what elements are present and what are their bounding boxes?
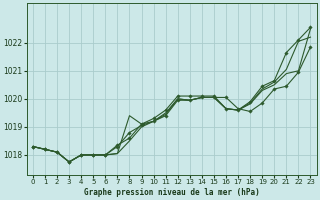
X-axis label: Graphe pression niveau de la mer (hPa): Graphe pression niveau de la mer (hPa) [84, 188, 260, 197]
